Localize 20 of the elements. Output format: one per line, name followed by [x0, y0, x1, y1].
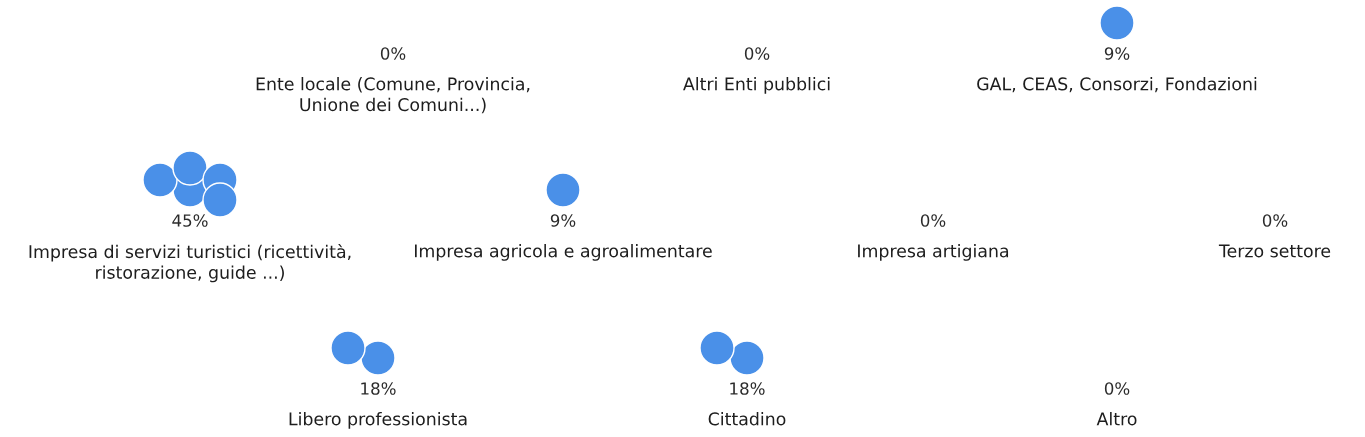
category-label: Terzo settore — [1218, 244, 1331, 258]
data-label: 9% — [1104, 47, 1130, 60]
data-label: 0% — [1104, 382, 1130, 395]
category-label: GAL, CEAS, Consorzi, Fondazioni — [977, 77, 1257, 93]
data-label: 18% — [730, 382, 765, 395]
category-label: Libero professionista — [289, 412, 467, 429]
category-label: Cittadino — [708, 412, 786, 426]
data-label: 0% — [920, 214, 946, 227]
category-label: Altro — [1096, 412, 1137, 426]
category-label: Ente locale (Comune, Provincia, Unione dei Comuni...) — [256, 77, 530, 114]
data-label: 9% — [550, 214, 576, 227]
data-label: 0% — [744, 47, 770, 60]
data-label: 18% — [361, 382, 396, 395]
category-label: Impresa agricola e agroalimentare — [414, 244, 712, 261]
data-label: 0% — [380, 47, 406, 60]
data-label: 0% — [1262, 214, 1288, 227]
category-label: Altri Enti pubblici — [683, 77, 830, 94]
category-label: Impresa artigiana — [858, 244, 1009, 261]
category-label: Impresa di servizi turistici (ricettività, ristorazione, guide ...) — [29, 244, 351, 283]
data-label: 45% — [172, 214, 208, 227]
